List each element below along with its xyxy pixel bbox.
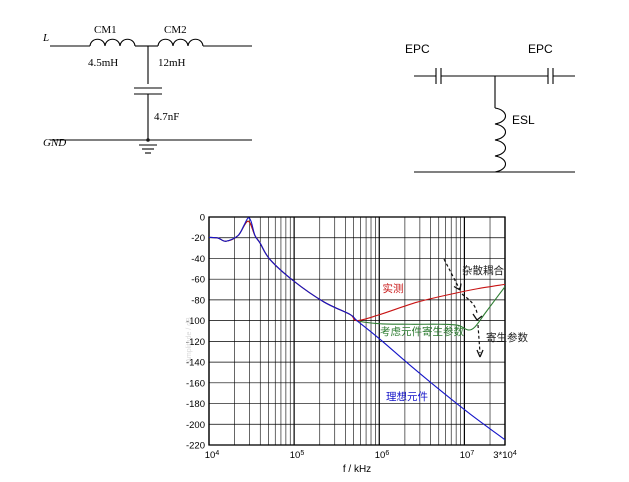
svg-text:寄生参数: 寄生参数 — [486, 331, 528, 344]
svg-text:106: 106 — [375, 450, 390, 461]
svg-text:CM1: CM1 — [94, 24, 117, 36]
svg-text:ESL: ESL — [512, 113, 535, 127]
svg-text:杂散耦合: 杂散耦合 — [462, 264, 504, 277]
svg-text:EPC: EPC — [528, 42, 553, 56]
svg-text:考虑元件寄生参数: 考虑元件寄生参数 — [380, 325, 464, 338]
svg-text:-160: -160 — [186, 378, 205, 389]
svg-text:4.7nF: 4.7nF — [154, 111, 179, 123]
svg-text:12mH: 12mH — [158, 57, 186, 69]
svg-text:f / kHz: f / kHz — [343, 464, 371, 475]
svg-text:Amplitude / dB: Amplitude / dB — [186, 317, 193, 363]
svg-text:-220: -220 — [186, 441, 205, 452]
svg-text:0: 0 — [200, 213, 205, 224]
svg-text:-40: -40 — [191, 254, 205, 265]
svg-text:105: 105 — [290, 450, 305, 461]
svg-text:3*104: 3*104 — [493, 450, 517, 461]
svg-text:EPC: EPC — [405, 42, 430, 56]
svg-text:-20: -20 — [191, 233, 205, 244]
svg-text:L: L — [42, 32, 49, 44]
svg-text:-60: -60 — [191, 275, 205, 286]
svg-text:GND: GND — [43, 137, 66, 149]
svg-text:-180: -180 — [186, 399, 205, 410]
svg-text:107: 107 — [460, 450, 475, 461]
svg-text:-200: -200 — [186, 420, 205, 431]
svg-text:-80: -80 — [191, 295, 205, 306]
svg-text:CM2: CM2 — [164, 24, 187, 36]
svg-text:理想元件: 理想元件 — [386, 390, 428, 403]
svg-text:104: 104 — [205, 450, 220, 461]
svg-text:4.5mH: 4.5mH — [88, 57, 118, 69]
svg-text:实测: 实测 — [383, 282, 404, 295]
